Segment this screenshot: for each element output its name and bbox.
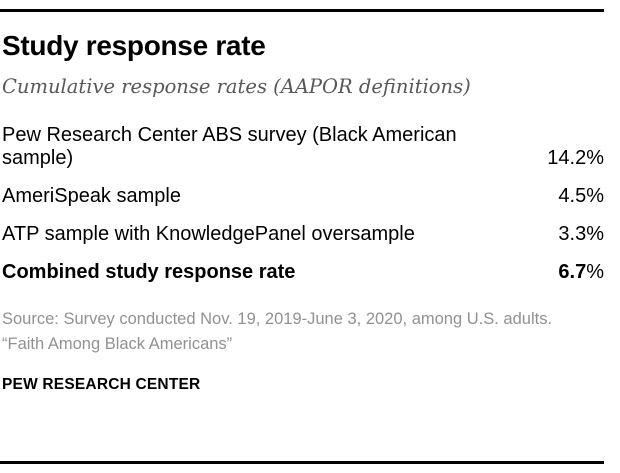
chart-card: Study response rate Cumulative response … [0,9,604,473]
row-value-percent-sign: % [586,261,604,284]
page-title: Study response rate [2,30,266,61]
row-value: 3.3% [558,223,604,246]
row-value-number: 6.7 [558,261,587,284]
row-label: AmeriSpeak sample [2,185,181,208]
source-note: Source: Survey conducted Nov. 19, 2019-J… [2,310,553,329]
row-label: ATP sample with KnowledgePanel oversampl… [2,223,415,246]
row-value: 4.5% [558,185,604,208]
table-row: Pew Research Center ABS survey (Black Am… [2,124,604,170]
row-value: 6.7% [558,261,604,284]
row-value: 14.2% [547,147,604,170]
table-row: ATP sample with KnowledgePanel oversampl… [2,223,604,246]
top-rule [0,9,604,12]
row-label: Pew Research Center ABS survey (Black Am… [2,124,457,170]
brand-label: PEW RESEARCH CENTER [2,376,201,394]
chart-subtitle: Cumulative response rates (AAPOR definit… [2,75,471,99]
table-row-total: Combined study response rate 6.7% [2,261,604,284]
row-label: Combined study response rate [2,261,296,284]
report-title-note: “Faith Among Black Americans” [2,334,233,353]
table-row: AmeriSpeak sample 4.5% [2,185,604,208]
bottom-rule [0,461,604,464]
response-rate-table: Pew Research Center ABS survey (Black Am… [2,124,604,284]
